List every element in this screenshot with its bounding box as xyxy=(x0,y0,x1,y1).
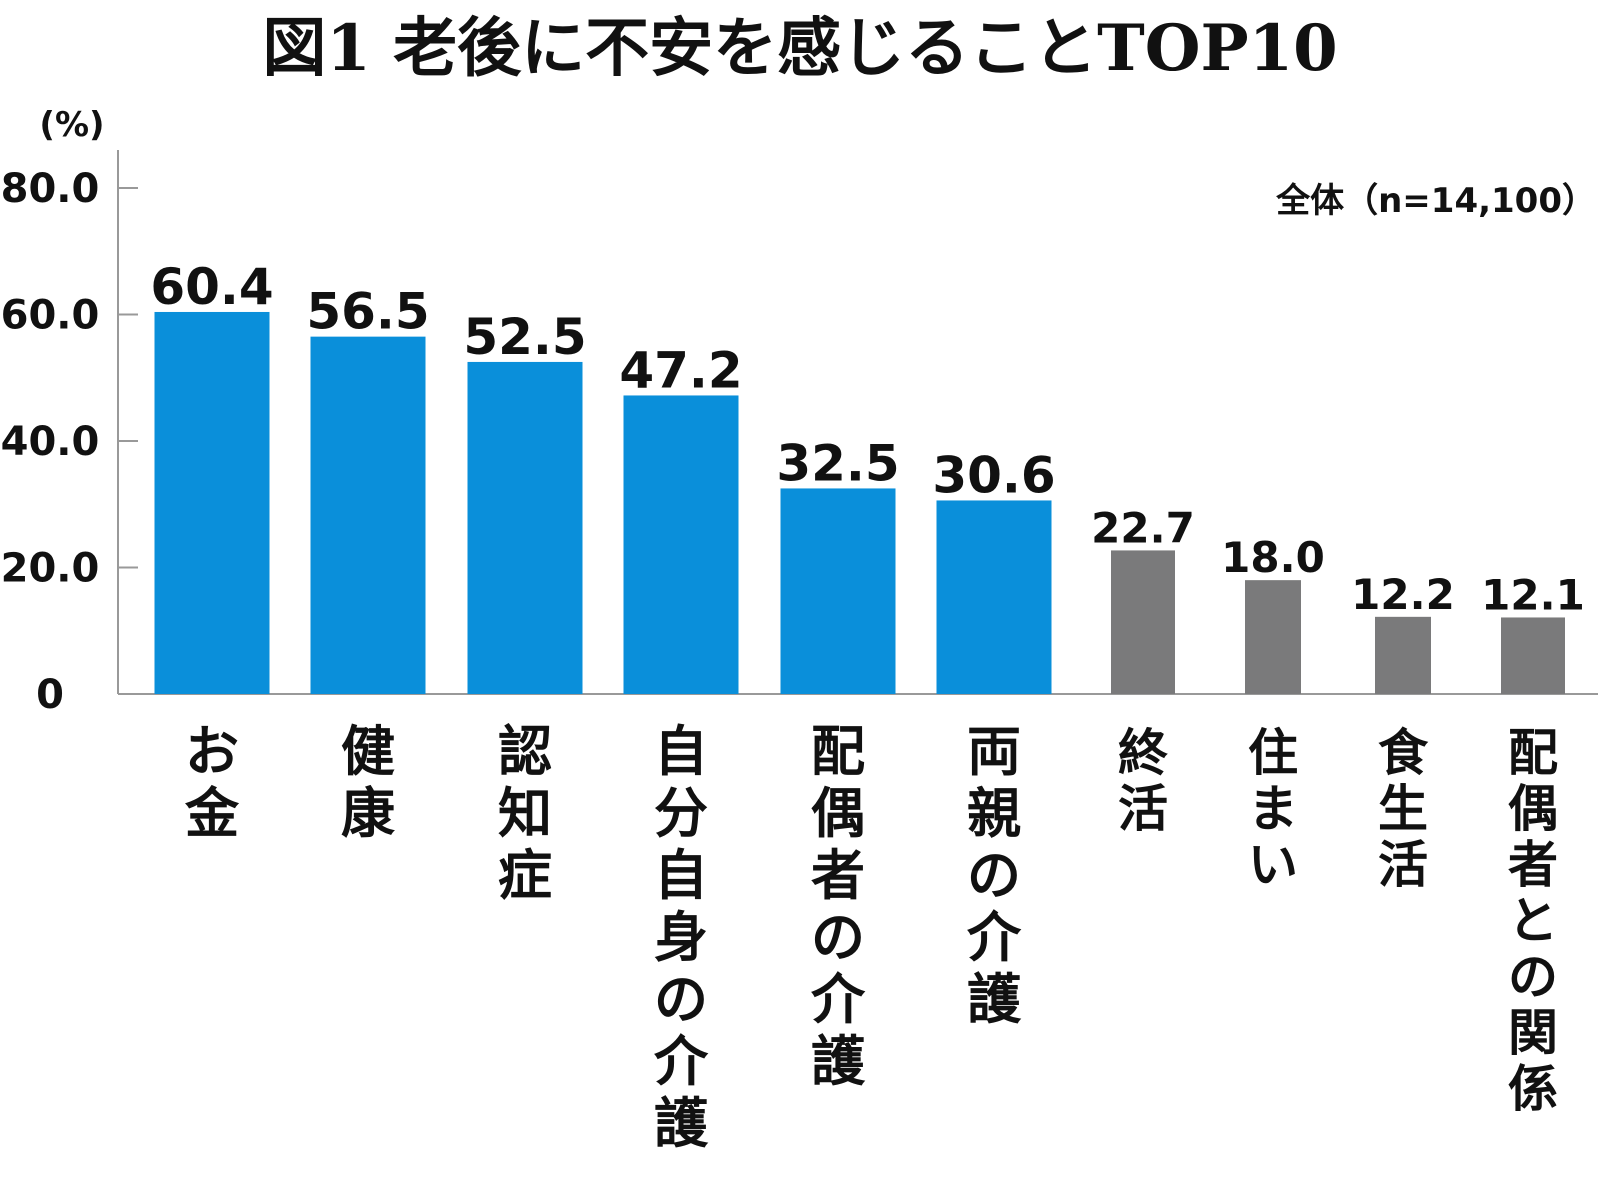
bar-value-label: 52.5 xyxy=(463,308,586,366)
value-labels: 60.4 56.5 52.5 47.2 32.5 30.6 22.7 18.0 12.2 12.1 xyxy=(150,258,1585,619)
bar-value-label: 30.6 xyxy=(932,446,1055,504)
x-category-label: 認知症 xyxy=(498,720,552,907)
x-category-label: 健康 xyxy=(341,720,395,845)
sample-size-note: 全体（n=14,100） xyxy=(1275,181,1596,221)
bar-value-label: 18.0 xyxy=(1221,533,1325,582)
bar-value-label: 56.5 xyxy=(306,283,429,341)
bars xyxy=(154,311,1565,694)
chart-title: 図1 老後に不安を感じることTOP10 xyxy=(262,11,1337,86)
x-category-label: 自分自身の介護 xyxy=(654,720,709,1155)
bar xyxy=(1375,616,1431,694)
bar xyxy=(1501,617,1565,694)
x-category-label: 配偶者との関係 xyxy=(1508,724,1558,1118)
bar xyxy=(467,361,583,694)
x-category-label: 配偶者の介護 xyxy=(811,720,866,1093)
y-axis-unit-label: (%) xyxy=(39,105,104,145)
x-category-label: 食生活 xyxy=(1378,724,1429,894)
y-tick-label: 80.0 xyxy=(1,166,100,212)
x-category-label: お金 xyxy=(184,720,240,845)
y-tick-label: 40.0 xyxy=(1,419,100,465)
x-category-label: 住まい xyxy=(1248,724,1298,894)
y-tick-label: 20.0 xyxy=(1,546,100,592)
bar xyxy=(154,311,270,694)
bar-value-label: 47.2 xyxy=(619,341,742,399)
x-category-label: 両親の介護 xyxy=(967,720,1022,1031)
bar xyxy=(310,336,426,694)
bar-value-label: 12.2 xyxy=(1351,570,1455,619)
bar xyxy=(1245,580,1301,694)
bar xyxy=(1111,550,1175,694)
bar xyxy=(623,395,739,694)
y-tick-label: 0 xyxy=(36,672,64,718)
bar xyxy=(936,500,1052,694)
bar-value-label: 12.1 xyxy=(1481,570,1585,619)
x-category-label: 終活 xyxy=(1118,724,1168,838)
bar-value-label: 22.7 xyxy=(1091,503,1195,552)
bar-value-label: 60.4 xyxy=(150,258,273,316)
bar-value-label: 32.5 xyxy=(776,434,899,492)
bar xyxy=(780,488,896,694)
y-tick-label: 60.0 xyxy=(1,293,100,339)
